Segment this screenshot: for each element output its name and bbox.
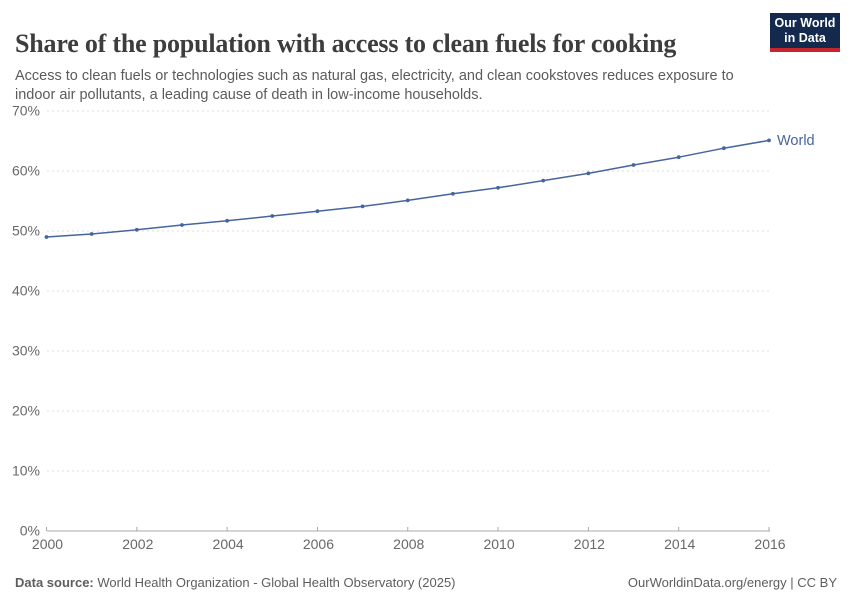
- data-source-text: World Health Organization - Global Healt…: [93, 575, 456, 590]
- data-point: [270, 214, 275, 218]
- data-point: [405, 198, 410, 203]
- x-axis-label: 2008: [393, 536, 424, 552]
- attribution: OurWorldinData.org/energy | CC BY: [628, 575, 837, 590]
- data-point: [451, 191, 455, 196]
- data-source-label: Data source:: [15, 575, 94, 590]
- data-source: Data source: World Health Organization -…: [15, 575, 456, 590]
- data-point: [721, 146, 726, 151]
- x-axis-label: 2000: [32, 536, 63, 552]
- chart-subtitle: Access to clean fuels or technologies su…: [15, 67, 734, 103]
- series-label: World: [777, 133, 815, 149]
- data-point: [315, 209, 320, 214]
- separator: |: [786, 575, 798, 590]
- data-point: [44, 235, 49, 239]
- y-axis-label: 20%: [12, 403, 40, 419]
- y-axis-label: 70%: [12, 103, 40, 119]
- data-point: [89, 232, 94, 236]
- data-point: [631, 163, 636, 167]
- page-title: Share of the population with access to c…: [15, 29, 677, 59]
- y-axis-label: 50%: [12, 223, 40, 239]
- data-point: [496, 185, 500, 190]
- y-axis-label: 0%: [20, 523, 40, 539]
- data-point: [676, 155, 681, 160]
- x-axis-label: 2012: [574, 536, 605, 552]
- x-axis-label: 2002: [122, 536, 153, 552]
- x-axis-label: 2006: [303, 536, 334, 552]
- x-axis-label: 2004: [213, 536, 244, 552]
- chart-footer: Data source: World Health Organization -…: [15, 575, 837, 590]
- y-axis-label: 10%: [12, 463, 40, 479]
- data-point: [541, 178, 546, 183]
- x-axis-label: 2014: [664, 536, 695, 552]
- owid-logo: Our World in Data: [770, 13, 840, 52]
- owid-logo-line2: in Data: [784, 31, 826, 45]
- data-point: [225, 218, 230, 223]
- x-axis-label: 2010: [483, 536, 514, 552]
- y-axis-label: 30%: [12, 343, 40, 359]
- data-line: [45, 139, 770, 238]
- y-axis-label: 40%: [12, 283, 40, 299]
- site-url: OurWorldinData.org/energy: [627, 575, 787, 590]
- y-axis-label: 60%: [12, 163, 40, 179]
- data-point: [360, 204, 365, 209]
- data-point: [767, 138, 771, 143]
- data-point: [134, 227, 139, 232]
- x-axis-label: 2016: [754, 536, 785, 552]
- data-point: [586, 171, 591, 176]
- owid-logo-line1: Our World: [774, 16, 836, 30]
- data-point: [180, 223, 184, 227]
- license-label: CC BY: [797, 575, 837, 590]
